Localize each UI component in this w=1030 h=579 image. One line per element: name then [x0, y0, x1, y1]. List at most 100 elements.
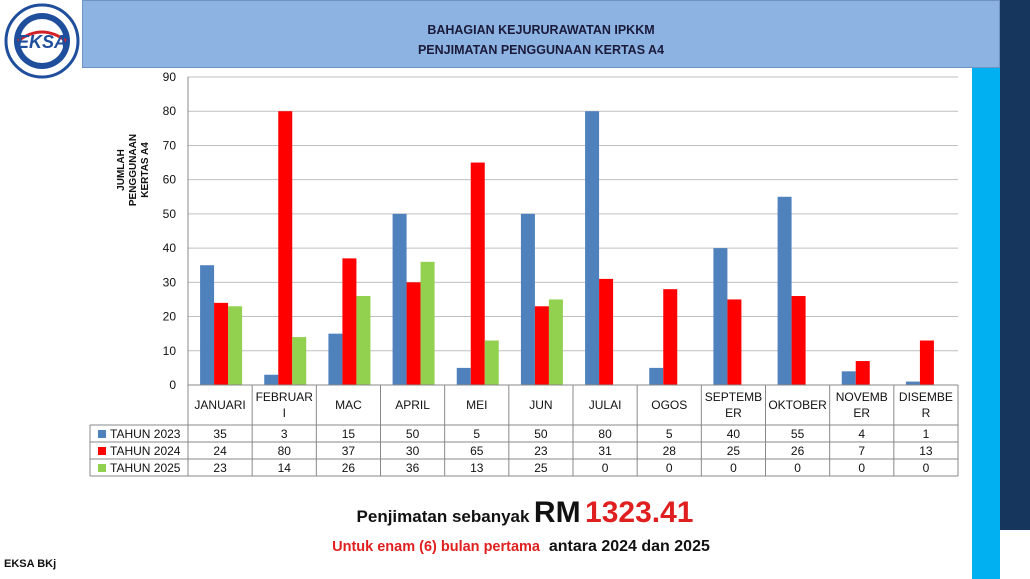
- category-label: ER: [725, 406, 742, 420]
- bar-3-6: [548, 299, 563, 385]
- data-label: 80: [598, 427, 612, 441]
- data-label: 0: [602, 461, 609, 475]
- category-label: JULAI: [589, 398, 622, 412]
- data-label: 1: [923, 427, 930, 441]
- savings-note: Untuk enam (6) bulan pertama antara 2024…: [0, 538, 1030, 556]
- bar-3-5: [484, 340, 499, 385]
- bar-2-7: [599, 278, 614, 385]
- title-banner: BAHAGIAN KEJURURAWATAN IPKKM PENJIMATAN …: [82, 0, 1000, 68]
- bar-1-7: [585, 111, 600, 385]
- data-label: 15: [342, 427, 356, 441]
- bar-1-12: [905, 381, 920, 385]
- y-tick-label: 50: [163, 207, 177, 221]
- bar-2-10: [791, 296, 806, 385]
- data-label: 23: [213, 461, 227, 475]
- title-line-2: PENJIMATAN PENGGUNAAN KERTAS A4: [417, 43, 665, 57]
- category-label: MAC: [335, 398, 362, 412]
- data-label: 7: [858, 444, 865, 458]
- data-label: 50: [406, 427, 420, 441]
- y-tick-label: 90: [163, 70, 177, 84]
- data-label: 35: [213, 427, 227, 441]
- y-axis-label: JUMLAH: [116, 149, 127, 191]
- bar-2-6: [534, 306, 549, 385]
- bar-3-2: [292, 337, 307, 385]
- data-label: 0: [923, 461, 930, 475]
- accent-bar-dark: [1000, 0, 1030, 530]
- legend-swatch-2: [98, 447, 106, 455]
- legend-label-2: TAHUN 2024: [110, 444, 181, 458]
- y-tick-label: 80: [163, 104, 177, 118]
- category-label: OGOS: [651, 398, 687, 412]
- category-label: JANUARI: [194, 398, 245, 412]
- y-tick-label: 10: [163, 344, 177, 358]
- data-label: 40: [727, 427, 741, 441]
- data-label: 3: [281, 427, 288, 441]
- data-label: 0: [858, 461, 865, 475]
- y-tick-label: 0: [169, 378, 176, 392]
- y-tick-label: 40: [163, 241, 177, 255]
- data-label: 55: [791, 427, 805, 441]
- title-line-1: BAHAGIAN KEJURURAWATAN IPKKM: [427, 23, 655, 37]
- bar-2-8: [663, 289, 678, 385]
- data-label: 0: [730, 461, 737, 475]
- bar-1-1: [200, 265, 215, 385]
- bar-2-5: [470, 162, 485, 385]
- bar-1-2: [264, 374, 279, 385]
- bar-1-11: [841, 371, 856, 385]
- savings-currency: RM: [533, 496, 581, 529]
- bar-1-4: [392, 213, 407, 385]
- y-axis-label: PENGGUNAAN: [128, 134, 139, 206]
- bar-1-5: [456, 367, 471, 385]
- y-axis-label: KERTAS A4: [140, 142, 151, 198]
- bar-1-6: [520, 213, 535, 385]
- savings-note-period: Untuk enam (6) bulan pertama: [332, 539, 540, 555]
- category-label: JUN: [529, 398, 552, 412]
- category-label: ER: [853, 406, 870, 420]
- bar-3-3: [356, 296, 371, 385]
- data-label: 13: [919, 444, 933, 458]
- eksa-logo-icon: EKSA: [4, 3, 80, 79]
- savings-note-years: antara 2024 dan 2025: [548, 538, 710, 555]
- bar-1-10: [777, 196, 792, 385]
- bar-1-9: [713, 248, 728, 385]
- bar-2-2: [278, 111, 293, 385]
- category-label: APRIL: [395, 398, 430, 412]
- data-label: 80: [278, 444, 292, 458]
- data-label: 26: [342, 461, 356, 475]
- legend-swatch-3: [98, 464, 106, 472]
- bar-2-3: [342, 258, 357, 385]
- y-tick-label: 30: [163, 275, 177, 289]
- accent-bar-blue: [972, 68, 1000, 579]
- data-label: 0: [666, 461, 673, 475]
- bar-3-1: [228, 306, 243, 385]
- data-label: 24: [213, 444, 227, 458]
- data-label: 31: [598, 444, 612, 458]
- data-label: 26: [791, 444, 805, 458]
- y-tick-label: 20: [163, 310, 177, 324]
- data-label: 36: [406, 461, 420, 475]
- data-label: 23: [534, 444, 548, 458]
- data-label: 4: [858, 427, 865, 441]
- data-label: 50: [534, 427, 548, 441]
- bar-2-1: [214, 302, 229, 385]
- data-label: 30: [406, 444, 420, 458]
- bar-2-11: [855, 361, 870, 385]
- data-label: 5: [473, 427, 480, 441]
- bar-2-4: [406, 282, 421, 385]
- data-label: 25: [534, 461, 548, 475]
- logo-text: EKSA: [17, 32, 67, 52]
- category-label: OKTOBER: [768, 398, 827, 412]
- category-label: FEBRUAR: [256, 390, 314, 404]
- category-label: NOVEMB: [836, 390, 888, 404]
- bar-2-12: [919, 340, 934, 385]
- data-label: 5: [666, 427, 673, 441]
- category-label: MEI: [466, 398, 487, 412]
- data-label: 28: [663, 444, 677, 458]
- footer-label: EKSA BKj: [4, 558, 57, 570]
- category-label: R: [922, 406, 931, 420]
- category-label: I: [283, 406, 286, 420]
- data-label: 37: [342, 444, 356, 458]
- savings-amount: 1323.41: [585, 496, 694, 529]
- data-label: 13: [470, 461, 484, 475]
